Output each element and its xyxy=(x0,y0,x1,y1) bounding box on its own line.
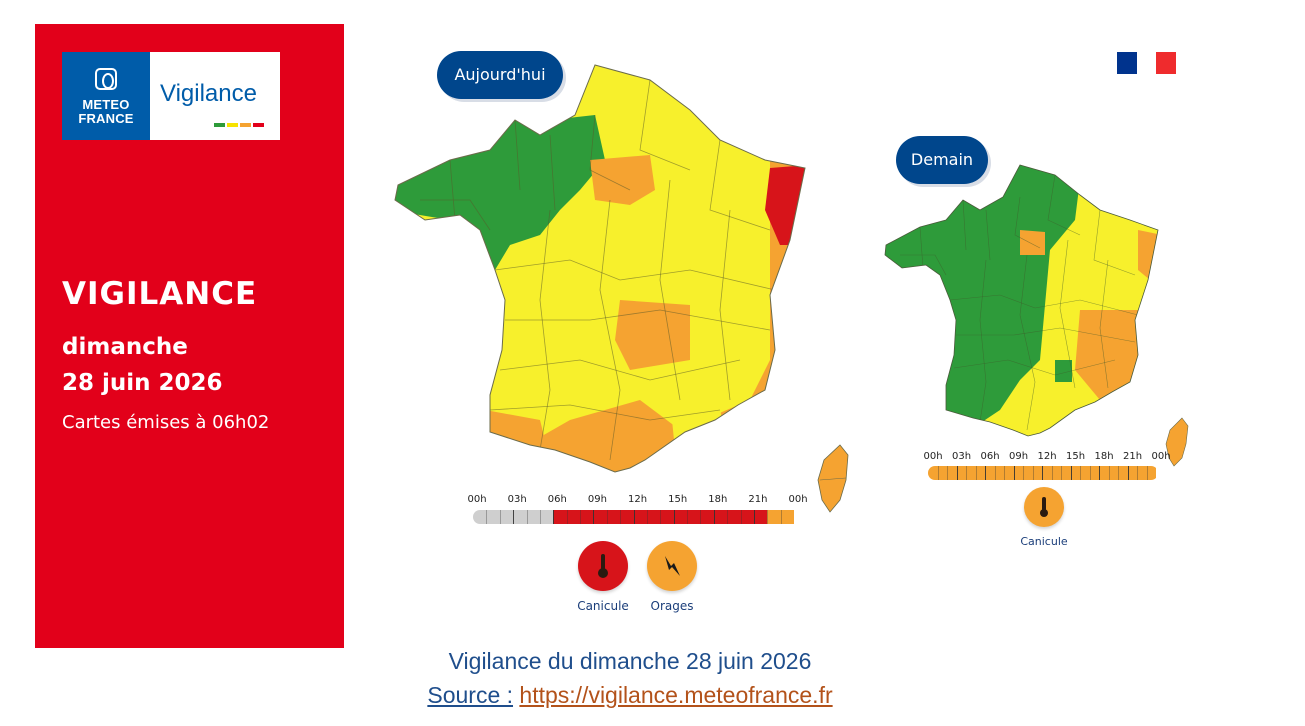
today-map xyxy=(394,64,849,513)
timeline-tick xyxy=(646,510,648,524)
timeline-tick xyxy=(553,510,555,524)
timeline-hour-label: 12h xyxy=(1037,451,1057,462)
timeline-hour-label: 00h xyxy=(467,494,487,505)
timeline-tick xyxy=(1089,466,1091,480)
tomorrow-map xyxy=(884,164,1189,467)
timeline-tick xyxy=(660,510,662,524)
timeline-tick xyxy=(1099,466,1100,480)
caption: Vigilance du dimanche 28 juin 2026 xyxy=(448,648,812,674)
timeline-segment-orange xyxy=(767,510,794,524)
timeline-tick xyxy=(1146,466,1148,480)
timeline-tick xyxy=(1013,466,1015,480)
timeline-hour-label: 15h xyxy=(1065,451,1086,462)
timeline-hour-label: 18h xyxy=(1094,451,1114,462)
source-link[interactable]: https://vigilance.meteofrance.fr xyxy=(519,682,833,708)
panel-date: 28 juin 2026 xyxy=(62,370,223,396)
timeline-hour-label: 15h xyxy=(668,494,688,505)
today-timeline xyxy=(473,510,802,524)
vigilance-logo-text: Vigilance xyxy=(160,80,257,107)
timeline-tick xyxy=(966,466,967,480)
hazard-label: Canicule xyxy=(577,599,629,613)
timeline-tick xyxy=(947,466,948,480)
timeline-hour-label: 21h xyxy=(748,494,768,505)
hazard-label: Canicule xyxy=(1020,535,1068,548)
timeline-tick xyxy=(606,510,608,524)
french-flag-logo xyxy=(1117,52,1176,74)
timeline-hour-label: 06h xyxy=(980,451,1000,462)
timeline-tick xyxy=(985,466,986,480)
tab-today[interactable]: Aujourd'hui xyxy=(437,51,563,99)
timeline-tick xyxy=(994,466,996,480)
meteo-france-emblem-icon xyxy=(95,68,117,90)
timeline-tick xyxy=(593,510,595,524)
timeline-hour-label: 21h xyxy=(1122,451,1143,462)
timeline-tick xyxy=(539,510,541,524)
thermometer-icon xyxy=(578,541,628,591)
timeline-tick xyxy=(1127,466,1129,480)
tab-tomorrow[interactable]: Demain xyxy=(896,136,988,184)
timeline-tick xyxy=(1023,466,1024,480)
timeline-tick xyxy=(1118,466,1119,480)
timeline-tick xyxy=(753,510,755,524)
meteo-france-logo: METEO FRANCE xyxy=(62,52,150,140)
timeline-tick xyxy=(486,510,488,524)
timeline-hour-label: 00h xyxy=(1151,451,1171,462)
timeline-tick xyxy=(700,510,702,524)
timeline-tick xyxy=(740,510,742,524)
timeline-tick xyxy=(1004,466,1005,480)
timeline-tick xyxy=(566,510,568,524)
timeline-hour-label: 03h xyxy=(951,451,972,462)
timeline-hour-label: 00h xyxy=(923,451,943,462)
timeline-tick xyxy=(956,466,958,480)
timeline-hour-label: 12h xyxy=(627,494,648,505)
meteo-france-logo-text: METEO FRANCE xyxy=(78,97,134,126)
timeline-tick xyxy=(499,510,501,524)
timeline-tick xyxy=(687,510,688,524)
hazard-canicule-tomorrow[interactable]: Canicule xyxy=(1012,487,1076,548)
timeline-tick xyxy=(727,510,729,524)
timeline-hour-label: 06h xyxy=(547,494,567,505)
timeline-tick xyxy=(633,510,635,524)
panel-title: VIGILANCE xyxy=(62,276,258,312)
corsica-tomorrow xyxy=(1165,417,1189,467)
timeline-tick xyxy=(1080,466,1081,480)
timeline-hour-label: 00h xyxy=(788,494,808,505)
timeline-hour-label: 03h xyxy=(507,494,527,505)
timeline-tick xyxy=(513,510,515,524)
timeline-hour-label: 09h xyxy=(587,494,607,505)
timeline-tick xyxy=(1070,466,1072,480)
logo: METEO FRANCE Vigilance xyxy=(62,52,280,140)
hazard-orages-today[interactable]: Orages xyxy=(638,541,706,613)
timeline-hour-label: 18h xyxy=(708,494,728,505)
timeline-hour-label: 09h xyxy=(1008,451,1029,462)
timeline-tick xyxy=(1137,466,1138,480)
timeline-tick xyxy=(975,466,977,480)
timeline-tick xyxy=(780,510,782,524)
source-line: Source : https://vigilance.meteofrance.f… xyxy=(0,682,1260,709)
timeline-tick xyxy=(1108,466,1110,480)
timeline-tick xyxy=(673,510,675,524)
hazard-canicule-today[interactable]: Canicule xyxy=(566,541,640,613)
vigilance-logo-bars xyxy=(214,112,266,127)
timeline-tick xyxy=(1032,466,1034,480)
timeline-tick xyxy=(1051,466,1053,480)
source-label: Source : xyxy=(427,682,514,708)
timeline-tick xyxy=(526,510,528,524)
issued-time: Cartes émises à 06h02 xyxy=(62,412,270,433)
timeline-tick xyxy=(620,510,622,524)
timeline-tick xyxy=(1061,466,1062,480)
lightning-icon xyxy=(647,541,697,591)
left-panel: METEO FRANCE Vigilance VIGILANCE dimanch… xyxy=(35,24,344,648)
thermometer-icon xyxy=(1024,487,1064,527)
timeline-tick xyxy=(713,510,715,524)
panel-day: dimanche xyxy=(62,334,188,360)
timeline-tick xyxy=(1042,466,1043,480)
timeline-tick xyxy=(580,510,581,524)
timeline-tick xyxy=(767,510,769,524)
timeline-tick xyxy=(937,466,939,480)
corsica-today xyxy=(817,444,849,513)
tomorrow-timeline xyxy=(928,466,1158,480)
hazard-label: Orages xyxy=(650,599,694,613)
